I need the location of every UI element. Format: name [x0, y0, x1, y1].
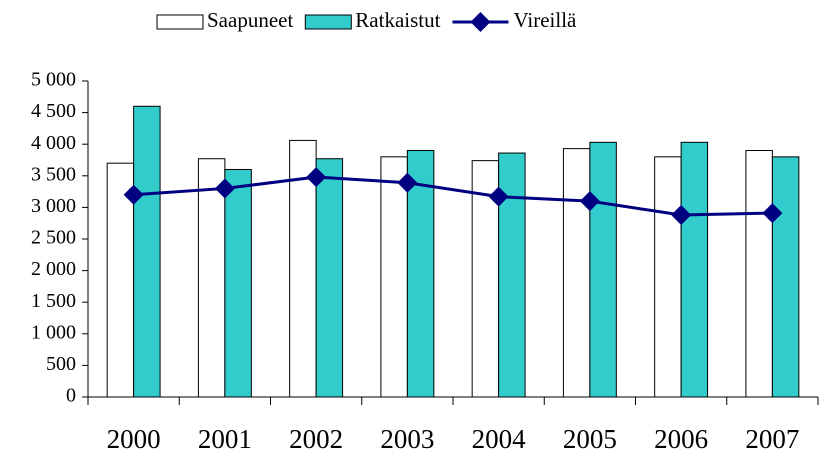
y-tick-label: 3 000: [31, 195, 76, 217]
bar: [498, 152, 526, 398]
y-tick-label: 500: [46, 353, 76, 375]
y-tick-label: 5 000: [31, 69, 76, 91]
bar: [771, 156, 800, 398]
bar: [380, 156, 408, 398]
bar: [289, 139, 317, 398]
bar: [680, 141, 709, 398]
y-tick-label: 2 000: [31, 258, 76, 280]
x-tick-label: 2005: [563, 424, 617, 454]
line: [133, 175, 773, 217]
bar: [315, 158, 344, 398]
marker: [488, 186, 509, 207]
legend-swatch: [304, 14, 352, 30]
legend-swatch: [156, 14, 204, 30]
marker: [579, 191, 600, 212]
y-tick-label: 3 500: [31, 163, 76, 185]
marker: [762, 203, 783, 224]
y-tick-label: 4 000: [31, 132, 76, 154]
x-tick-label: 2004: [472, 424, 527, 454]
legend-label: Vireillä: [513, 8, 577, 32]
bar: [745, 150, 773, 398]
bar: [133, 105, 161, 398]
bar: [654, 156, 682, 398]
y-tick-label: 2 500: [31, 227, 76, 249]
bar: [406, 150, 435, 398]
x-tick-label: 2002: [289, 424, 343, 454]
bar: [562, 148, 591, 398]
marker: [123, 184, 144, 205]
legend-marker: [470, 12, 491, 32]
bar: [589, 141, 617, 398]
x-tick-label: 2000: [107, 424, 161, 454]
bar: [106, 162, 135, 398]
legend-label: Saapuneet: [207, 8, 293, 32]
x-tick-label: 2001: [198, 424, 252, 454]
legend-label: Ratkaistut: [355, 8, 440, 32]
bar: [224, 168, 252, 398]
y-tick-label: 1 000: [31, 321, 76, 343]
y-tick-label: 4 500: [31, 100, 76, 122]
bar: [197, 158, 226, 398]
y-tick-label: 0: [66, 385, 76, 407]
marker: [214, 178, 235, 199]
marker: [397, 172, 418, 193]
y-tick-label: 1 500: [31, 290, 76, 312]
x-tick-label: 2007: [745, 424, 799, 454]
marker: [671, 204, 692, 225]
marker: [306, 167, 327, 188]
x-tick-label: 2006: [654, 424, 708, 454]
x-tick-label: 2003: [380, 424, 434, 454]
